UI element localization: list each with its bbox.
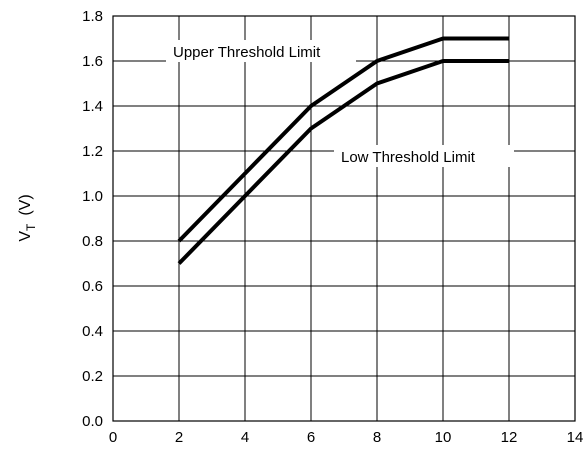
grid-lines xyxy=(113,16,575,421)
x-tick-label: 10 xyxy=(435,429,452,446)
y-tick-label: 1.8 xyxy=(82,8,103,25)
plot-frame xyxy=(112,15,576,422)
annotation-upper-text: Upper Threshold Limit xyxy=(173,44,321,61)
y-tick-label: 0.2 xyxy=(82,368,103,385)
y-tick-label: 1.6 xyxy=(82,53,103,70)
y-tick-label: 1.2 xyxy=(82,143,103,160)
series-line-upper-threshold xyxy=(177,36,509,243)
y-axis-title: VT (V) xyxy=(17,194,38,241)
annotation-upper: Upper Threshold Limit xyxy=(166,40,356,62)
y-axis-title-unit: (V) xyxy=(17,194,34,215)
y-tick-label: 1.0 xyxy=(82,188,103,205)
y-axis-title-main: V xyxy=(17,231,34,242)
y-tick-labels: 0.0 0.2 0.4 0.6 0.8 1.0 1.2 1.4 1.6 1.8 xyxy=(82,8,103,430)
x-tick-label: 0 xyxy=(109,429,117,446)
y-tick-label: 0.6 xyxy=(82,278,103,295)
y-tick-label: 0.0 xyxy=(82,413,103,430)
x-tick-label: 12 xyxy=(501,429,518,446)
x-tick-label: 4 xyxy=(241,429,249,446)
y-tick-label: 1.4 xyxy=(82,98,103,115)
y-tick-label: 0.8 xyxy=(82,233,103,250)
annotation-low: Low Threshold Limit xyxy=(334,145,514,167)
series-lines xyxy=(177,36,509,265)
x-tick-labels: 0 2 4 6 8 10 12 14 xyxy=(109,429,584,446)
series-line-low-threshold xyxy=(177,59,509,265)
x-tick-label: 2 xyxy=(175,429,183,446)
y-tick-label: 0.4 xyxy=(82,323,103,340)
x-tick-label: 8 xyxy=(373,429,381,446)
x-tick-label: 14 xyxy=(567,429,584,446)
annotation-low-text: Low Threshold Limit xyxy=(341,149,476,166)
x-tick-label: 6 xyxy=(307,429,315,446)
y-axis-title-subscript: T xyxy=(24,223,38,231)
